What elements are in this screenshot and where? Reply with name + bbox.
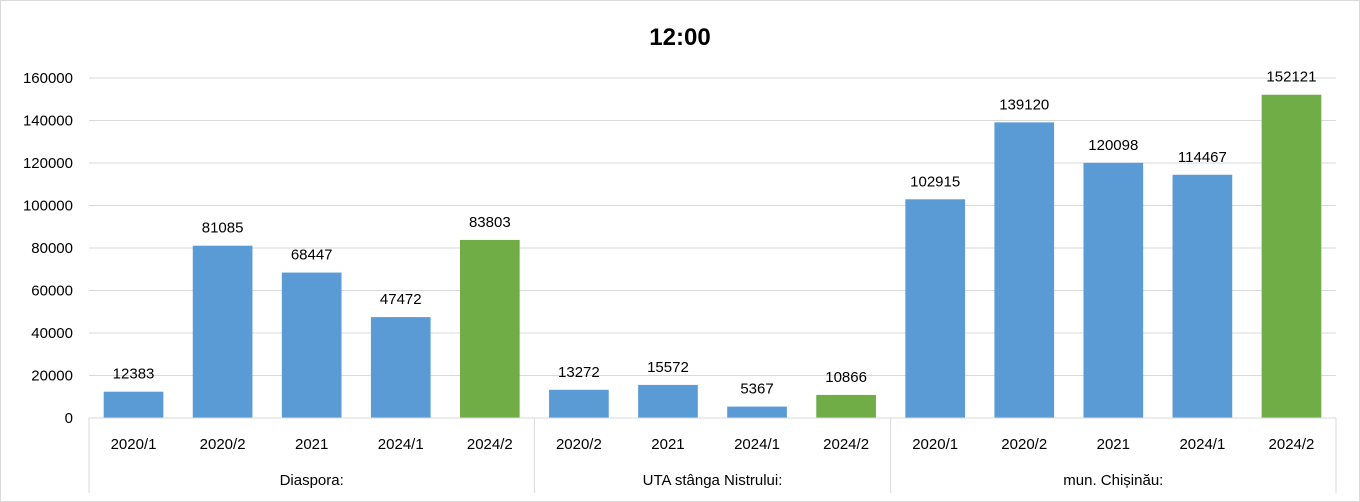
y-axis: 0 20000 40000 60000 80000 100000 120000 140000 1… bbox=[23, 70, 73, 427]
bar bbox=[1083, 162, 1144, 418]
x-tick-label: 2020/1 bbox=[111, 436, 157, 453]
y-tick-label: 0 bbox=[65, 410, 73, 427]
x-tick-label: 2024/2 bbox=[823, 436, 869, 453]
x-tick-label: 2021 bbox=[1097, 436, 1130, 453]
x-tick-label: 2020/2 bbox=[556, 436, 602, 453]
group-label: UTA stânga Nistrului: bbox=[643, 472, 783, 489]
x-tick-label: 2024/2 bbox=[467, 436, 513, 453]
bar bbox=[281, 272, 342, 418]
data-label: 120098 bbox=[1088, 137, 1138, 154]
bar bbox=[1172, 174, 1233, 418]
y-tick-label: 140000 bbox=[23, 113, 73, 130]
bar bbox=[1261, 94, 1322, 419]
data-label: 68447 bbox=[291, 247, 333, 264]
bar bbox=[816, 394, 876, 418]
data-label: 102915 bbox=[910, 173, 960, 190]
x-tick-label: 2024/2 bbox=[1269, 436, 1315, 453]
data-label: 13272 bbox=[558, 364, 600, 381]
x-tick-label: 2024/1 bbox=[1179, 436, 1225, 453]
data-label: 83803 bbox=[469, 214, 511, 231]
data-label: 10866 bbox=[825, 369, 867, 386]
bar bbox=[638, 384, 698, 418]
x-axis: 2020/1 2020/2 2021 2024/1 2024/2 Diaspora: 202… bbox=[88, 417, 1337, 493]
data-label: 47472 bbox=[380, 291, 422, 308]
gridlines bbox=[89, 77, 1336, 419]
bar bbox=[994, 122, 1055, 419]
chart-title: 12:00 bbox=[649, 24, 710, 51]
data-label: 114467 bbox=[1178, 149, 1227, 166]
y-tick-label: 120000 bbox=[23, 155, 73, 172]
y-tick-label: 160000 bbox=[23, 70, 73, 87]
y-tick-label: 60000 bbox=[31, 283, 73, 300]
data-label: 12383 bbox=[113, 366, 155, 383]
bar bbox=[905, 199, 966, 418]
x-tick-label: 2020/2 bbox=[1001, 436, 1047, 453]
x-tick-label: 2021 bbox=[651, 436, 684, 453]
y-tick-label: 80000 bbox=[31, 240, 73, 257]
bar bbox=[103, 391, 164, 418]
group-label: Diaspora: bbox=[280, 472, 344, 489]
bar bbox=[370, 317, 431, 418]
bar bbox=[459, 239, 520, 418]
bars: 12383 81085 68447 47472 83803 13272 15572 5367 1… bbox=[103, 69, 1322, 419]
data-label: 5367 bbox=[740, 381, 773, 398]
x-tick-label: 2021 bbox=[295, 436, 328, 453]
x-tick-label: 2024/1 bbox=[734, 436, 780, 453]
y-tick-label: 40000 bbox=[31, 325, 73, 342]
bar bbox=[549, 389, 609, 418]
data-label: 15572 bbox=[647, 359, 689, 376]
data-label: 81085 bbox=[202, 220, 244, 237]
x-tick-label: 2020/1 bbox=[912, 436, 958, 453]
y-tick-label: 100000 bbox=[23, 198, 73, 215]
data-label: 152121 bbox=[1266, 69, 1316, 86]
data-label: 139120 bbox=[999, 96, 1049, 113]
x-tick-label: 2020/2 bbox=[200, 436, 246, 453]
y-tick-label: 20000 bbox=[31, 368, 73, 385]
group-label: mun. Chișinău: bbox=[1063, 472, 1163, 489]
bar bbox=[727, 406, 787, 418]
bar bbox=[192, 245, 253, 418]
x-tick-label: 2024/1 bbox=[378, 436, 424, 453]
